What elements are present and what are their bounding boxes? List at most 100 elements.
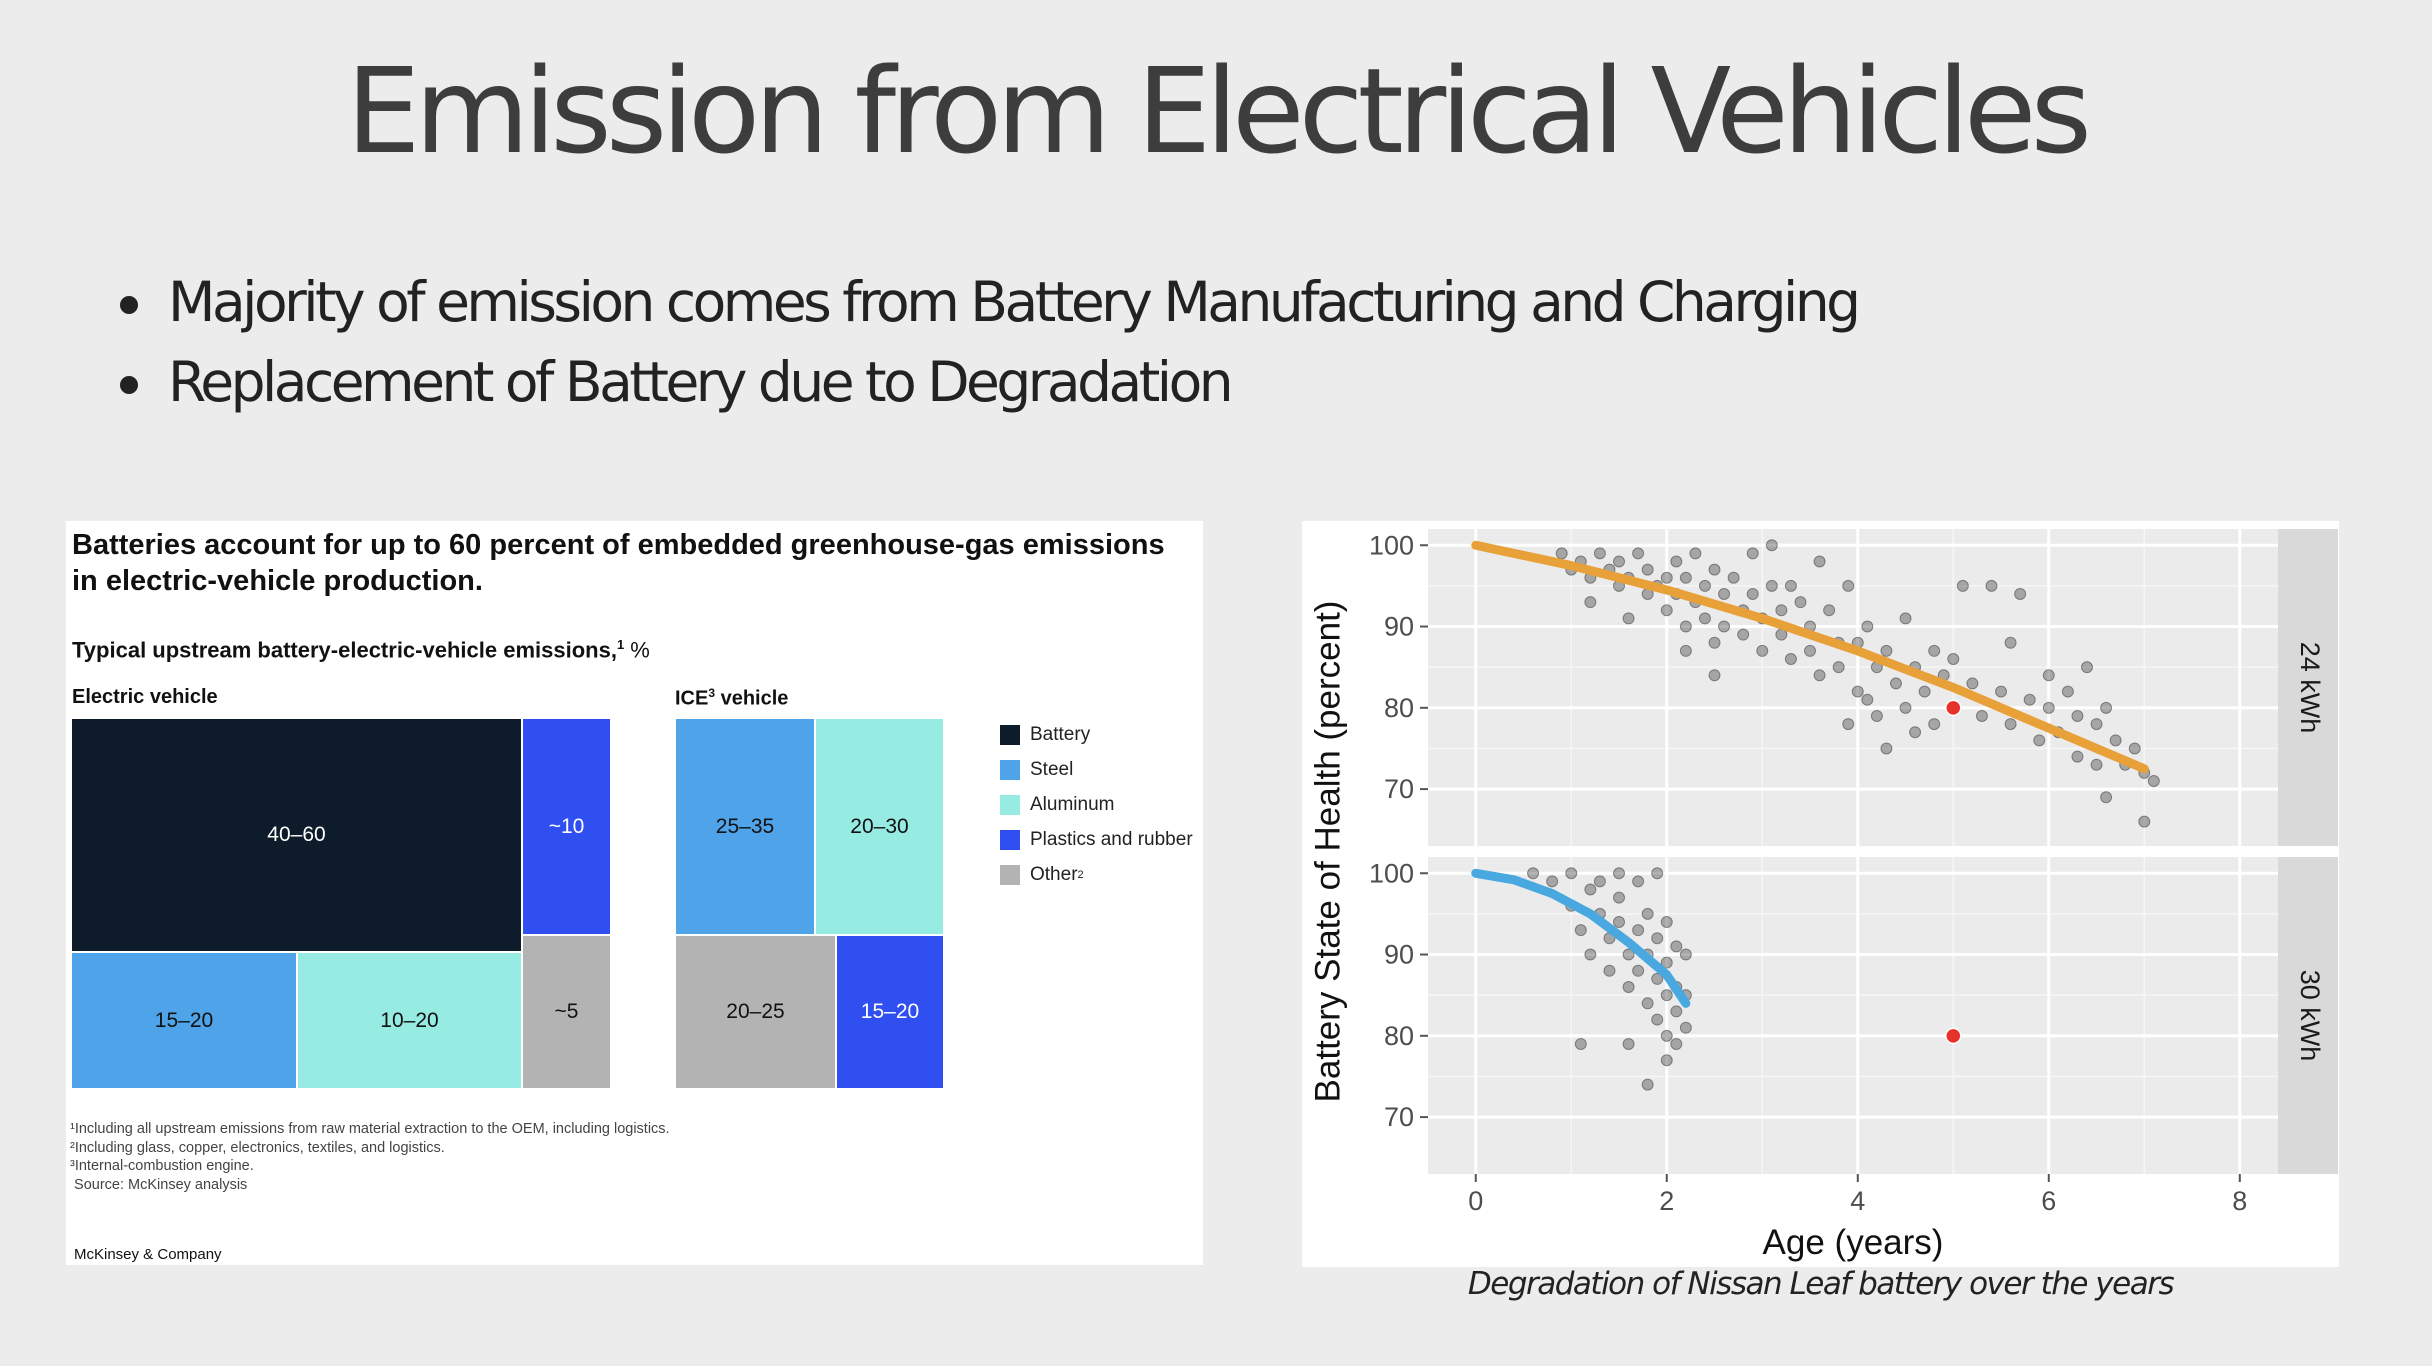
scatter-point [1632, 964, 1645, 977]
scatter-point [1784, 579, 1797, 592]
exhibit-footnotes: ¹Including all upstream emissions from r… [70, 1120, 670, 1194]
ice-label-post: vehicle [715, 687, 789, 710]
scatter-point [2109, 734, 2122, 747]
legend-swatch [1000, 794, 1020, 815]
scatter-point [1622, 1037, 1635, 1050]
scatter-point [2100, 791, 2113, 804]
scatter-point [2147, 774, 2160, 787]
scatter-point [1909, 726, 1922, 739]
scatter-point [1613, 916, 1626, 929]
scatter-point [1918, 685, 1931, 698]
scatter-point [1546, 875, 1559, 888]
footnote-source: Source: McKinsey analysis [70, 1176, 248, 1193]
scatter-point [1632, 547, 1645, 560]
scatter-point [2004, 636, 2017, 649]
scatter-point [1698, 612, 1711, 625]
exhibit-legend: Battery Steel Aluminum Plastics and rubb… [1000, 717, 1193, 892]
scatter-point [1813, 555, 1826, 568]
scatter-point [1995, 685, 2008, 698]
degradation-plot-svg: 70 80 90 100 24 kWh 70 80 90 100 30 kWh 0 2 4 6 8 Age (… [1308, 529, 2338, 1262]
bullet-item: Replacement of Battery due to Degradatio… [118, 342, 1858, 422]
ice-label-pre: ICE [675, 687, 709, 710]
scatter-point [1670, 940, 1683, 953]
scatter-point [2128, 742, 2141, 755]
footnote: ³Internal-combustion engine. [70, 1158, 254, 1174]
scatter-point [1708, 669, 1721, 682]
highlight-point [1945, 699, 1962, 717]
scatter-point [2014, 588, 2027, 601]
trend-line [1471, 868, 1691, 1008]
ice-tile-steel: 25–35 [676, 719, 814, 934]
scatter-point [1670, 1037, 1683, 1050]
scatter-point [2004, 718, 2017, 731]
scatter-point [2080, 661, 2093, 674]
y-tick-label: 90 [1384, 940, 1414, 970]
scatter-point [1746, 547, 1759, 560]
scatter-point [1660, 989, 1673, 1002]
y-tick-label: 90 [1384, 612, 1414, 642]
highlight-point [1945, 1027, 1962, 1045]
scatter-point [1928, 718, 1941, 731]
scatter-point [1574, 924, 1587, 937]
panel-background [1428, 529, 2278, 846]
facet-label: 30 kWh [2295, 970, 2325, 1062]
scatter-point [2090, 718, 2103, 731]
scatter-point [1985, 579, 1998, 592]
exhibit-brand: McKinsey & Company [74, 1246, 222, 1263]
bullet-text: Majority of emission comes from Battery … [168, 270, 1861, 334]
scatter-point [1718, 620, 1731, 633]
scatter-point [1679, 1021, 1692, 1034]
scatter-point [1794, 596, 1807, 609]
scatter-point [2100, 701, 2113, 714]
legend-item-other: Other 2 [1000, 857, 1193, 892]
scatter-point [1880, 644, 1893, 657]
scatter-point [1842, 718, 1855, 731]
scatter-point [1689, 547, 1702, 560]
scatter-point [1679, 620, 1692, 633]
exhibit-subtitle-text: Typical upstream battery-electric-vehicl… [72, 637, 617, 663]
scatter-point [1823, 604, 1836, 617]
scatter-point [1584, 883, 1597, 896]
scatter-point [1718, 588, 1731, 601]
scatter-point [1765, 539, 1778, 552]
ice-tile-plastics: 15–20 [837, 936, 943, 1088]
ev-tile-plastics: ~10 [523, 719, 610, 934]
legend-label: Battery [1030, 723, 1091, 745]
scatter-point [2138, 815, 2151, 828]
scatter-point [1527, 867, 1540, 880]
scatter-point [1975, 709, 1988, 722]
legend-swatch [1000, 724, 1020, 745]
x-tick-label: 2 [1659, 1186, 1674, 1216]
legend-label: Steel [1030, 758, 1074, 780]
ev-tile-other: ~5 [523, 936, 610, 1088]
scatter-point [2071, 709, 2084, 722]
scatter-point [1555, 547, 1568, 560]
scatter-point [1565, 867, 1578, 880]
chart-caption: Degradation of Nissan Leaf battery over … [1467, 1266, 2175, 1302]
scatter-point [1660, 916, 1673, 929]
scatter-point [1956, 579, 1969, 592]
ice-tile-other: 20–25 [676, 936, 835, 1088]
x-tick-label: 4 [1850, 1186, 1865, 1216]
slide-title: Emission from Electrical Vehicles [346, 42, 2092, 180]
y-axis-label: Battery State of Health (percent) [1308, 601, 1347, 1103]
scatter-point [1584, 596, 1597, 609]
legend-item-steel: Steel [1000, 752, 1193, 787]
x-tick-label: 6 [2041, 1186, 2056, 1216]
scatter-point [1641, 563, 1654, 576]
scatter-point [1613, 867, 1626, 880]
exhibit-headline: Batteries account for up to 60 percent o… [72, 529, 1165, 597]
ev-label: Electric vehicle [72, 686, 218, 708]
scatter-point [1641, 1078, 1654, 1091]
scatter-point [1784, 653, 1797, 666]
legend-item-plastics: Plastics and rubber [1000, 822, 1193, 857]
scatter-point [1651, 972, 1664, 985]
scatter-point [1641, 997, 1654, 1010]
scatter-point [1632, 875, 1645, 888]
scatter-point [1775, 604, 1788, 617]
scatter-point [1670, 1005, 1683, 1018]
scatter-point [1880, 742, 1893, 755]
scatter-point [2023, 693, 2036, 706]
ev-tile-battery: 40–60 [72, 719, 521, 951]
legend-swatch [1000, 759, 1020, 780]
